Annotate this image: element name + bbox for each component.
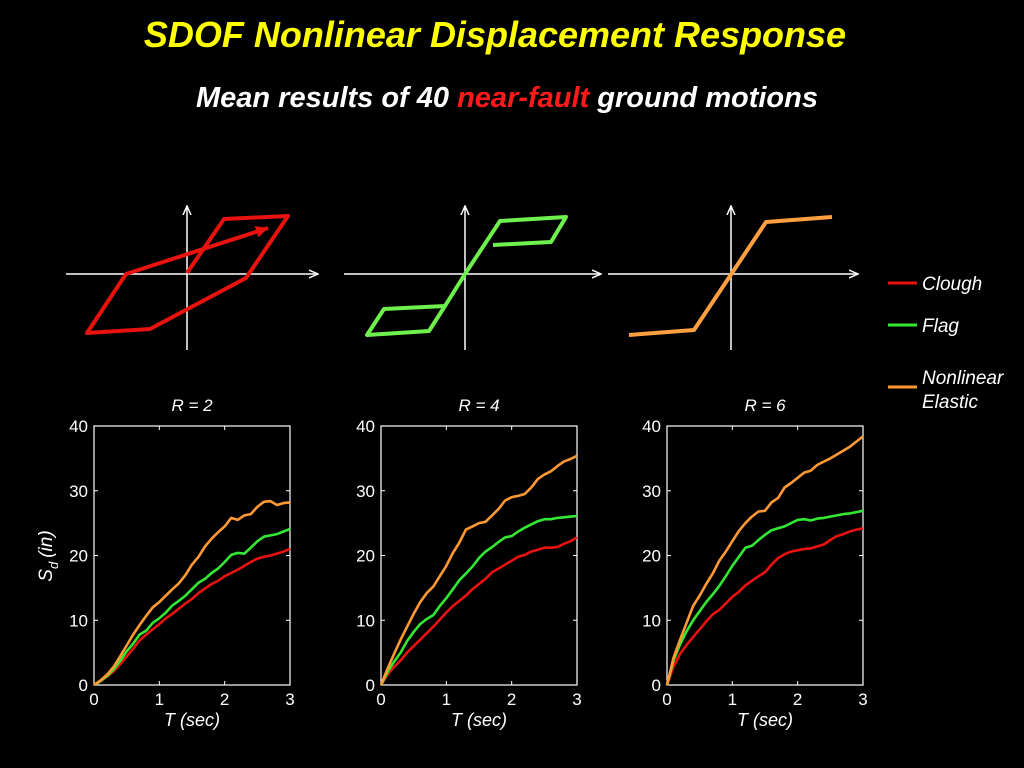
y-tick-label: 20 (356, 547, 375, 566)
y-tick-label: 30 (642, 482, 661, 501)
y-axis-label: Sd (in) (36, 530, 61, 581)
x-axis-label: T (sec) (737, 710, 793, 730)
y-tick-label: 40 (356, 417, 375, 436)
series-line-flag (93, 527, 291, 687)
series-line-flag (379, 514, 578, 686)
x-tick-label: 0 (662, 690, 671, 709)
chart-title: R = 2 (171, 396, 213, 415)
nonlinear-elastic-curve (628, 215, 833, 337)
x-tick-label: 2 (507, 690, 516, 709)
series-line-clough (93, 547, 291, 687)
x-tick-label: 3 (572, 690, 581, 709)
legend-label-flag: Flag (922, 316, 959, 337)
plot-frame (380, 425, 578, 686)
hysteresis-icon-clough (66, 206, 318, 350)
slide-title: SDOF Nonlinear Displacement Response (143, 14, 847, 55)
legend: Clough Flag Nonlinear Elastic (888, 274, 1004, 413)
x-tick-label: 2 (220, 690, 229, 709)
y-axis-label-unit: (in) (36, 530, 57, 557)
hysteresis-icon-nonlinear-elastic (608, 206, 858, 350)
flag-loop-neg (365, 272, 467, 337)
x-tick-label: 0 (376, 690, 385, 709)
y-tick-label: 40 (642, 417, 661, 436)
series-line-nonlinear-elastic (93, 499, 291, 687)
series-line-clough (665, 527, 864, 686)
x-tick-label: 2 (793, 690, 802, 709)
plot-frame (93, 425, 291, 686)
flag-loop (463, 215, 568, 276)
y-axis-label-subscript: d (46, 561, 61, 569)
y-axis-label-symbol: S (36, 569, 57, 582)
legend-label-clough: Clough (922, 274, 982, 295)
y-tick-label: 10 (69, 611, 88, 630)
legend-label-nonlinear: Nonlinear (922, 368, 1004, 389)
y-tick-label: 30 (356, 482, 375, 501)
x-axis-label: T (sec) (451, 710, 507, 730)
y-tick-label: 30 (69, 482, 88, 501)
y-tick-label: 0 (652, 676, 661, 695)
y-tick-label: 10 (356, 611, 375, 630)
chart-title: R = 6 (744, 396, 786, 415)
subtitle-text-2: ground motions (589, 82, 818, 114)
x-axis-label: T (sec) (164, 710, 220, 730)
x-tick-label: 1 (728, 690, 737, 709)
slide-subtitle: Mean results of 40 near-fault ground mot… (0, 82, 1014, 115)
x-tick-label: 0 (89, 690, 98, 709)
hysteresis-icon-flag (344, 206, 601, 350)
x-tick-label: 1 (155, 690, 164, 709)
y-tick-label: 10 (642, 611, 661, 630)
series-line-clough (379, 536, 578, 686)
subtitle-highlight: near-fault (457, 82, 590, 114)
y-tick-label: 20 (69, 547, 88, 566)
x-tick-label: 1 (442, 690, 451, 709)
series-line-nonlinear-elastic (379, 454, 578, 686)
series-line-flag (665, 509, 864, 686)
legend-label-elastic: Elastic (922, 392, 978, 413)
x-tick-label: 3 (858, 690, 867, 709)
clough-loop (85, 214, 290, 335)
plot-frame (666, 425, 864, 686)
series-line-nonlinear-elastic (665, 435, 864, 686)
svg-text:Sd(in): Sd (in) (36, 530, 61, 581)
y-tick-label: 40 (69, 417, 88, 436)
subtitle-text-1: Mean results of 40 (196, 82, 458, 114)
chart-title: R = 4 (458, 396, 499, 415)
y-tick-label: 0 (366, 676, 375, 695)
y-tick-label: 0 (79, 676, 88, 695)
y-tick-label: 20 (642, 547, 661, 566)
x-tick-label: 3 (285, 690, 294, 709)
